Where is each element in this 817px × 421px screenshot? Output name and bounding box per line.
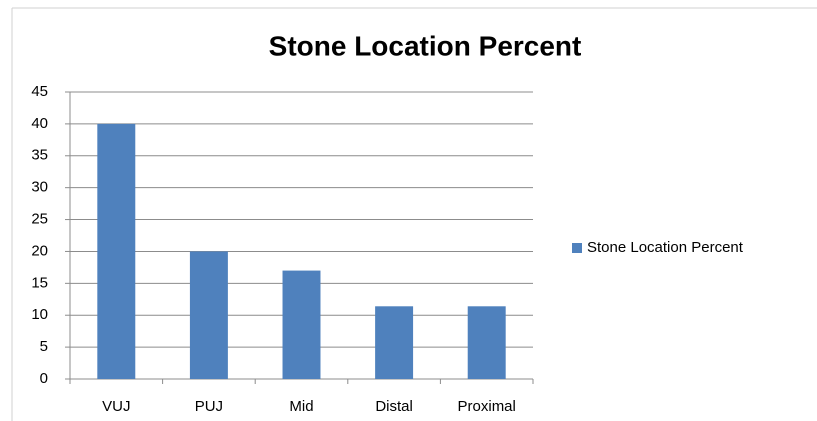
x-tick-label: PUJ (195, 398, 223, 415)
y-tick-label: 35 (31, 147, 48, 164)
bar (375, 306, 414, 379)
y-tick-label: 40 (31, 115, 48, 132)
bar (467, 306, 506, 379)
x-tick-label: Distal (375, 398, 413, 415)
legend-swatch (572, 243, 582, 253)
y-tick-label: 10 (31, 306, 48, 323)
bar (97, 123, 136, 379)
y-tick-label: 30 (31, 179, 48, 196)
x-tick-label: Proximal (458, 398, 516, 415)
bar (282, 270, 321, 379)
legend-label: Stone Location Percent (587, 239, 744, 256)
y-tick-label: 0 (40, 370, 48, 387)
y-tick-label: 45 (31, 83, 48, 100)
chart-title: Stone Location Percent (269, 30, 582, 61)
y-tick-label: 20 (31, 242, 48, 259)
y-tick-label: 5 (40, 338, 48, 355)
x-tick-label: VUJ (102, 398, 130, 415)
x-tick-label: Mid (289, 398, 313, 415)
y-tick-label: 15 (31, 274, 48, 291)
bar (189, 251, 228, 379)
y-tick-label: 25 (31, 211, 48, 228)
